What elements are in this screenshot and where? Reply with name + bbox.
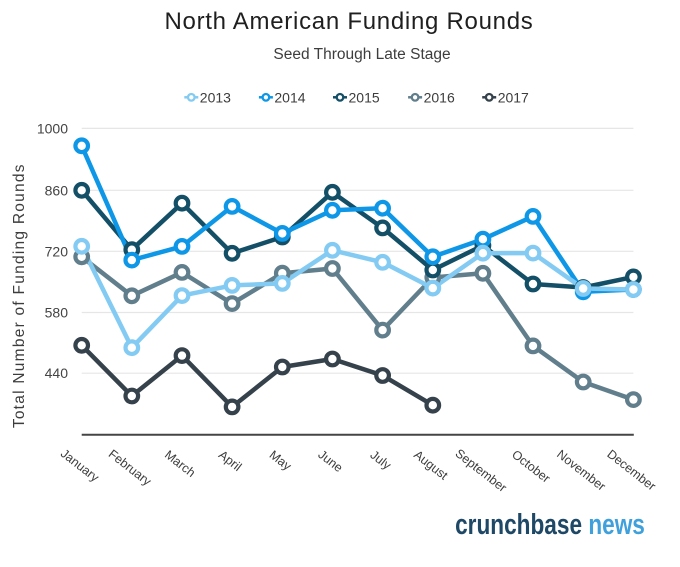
svg-text:February: February [106,447,155,489]
svg-text:January: January [58,446,102,485]
svg-text:Seed Through Late Stage: Seed Through Late Stage [273,46,450,63]
svg-text:720: 720 [45,243,69,259]
svg-text:December: December [604,447,658,494]
svg-text:June: June [315,447,345,475]
svg-text:July: July [368,448,395,473]
svg-text:August: August [411,448,451,483]
svg-text:September: September [452,446,509,495]
svg-text:2014: 2014 [274,89,305,105]
svg-text:2017: 2017 [498,89,529,105]
svg-text:October: October [509,447,553,485]
svg-text:November: November [554,447,608,494]
svg-text:440: 440 [45,365,69,381]
svg-text:580: 580 [45,305,69,321]
svg-text:Total Number of Funding Rounds: Total Number of Funding Rounds [11,163,28,428]
svg-text:860: 860 [45,182,69,198]
svg-text:2015: 2015 [349,89,380,105]
svg-text:April: April [216,448,244,474]
svg-text:crunchbase news: crunchbase news [455,507,645,540]
svg-text:May: May [267,448,295,474]
svg-text:North American Funding Rounds: North American Funding Rounds [164,8,533,35]
svg-text:1000: 1000 [37,120,68,136]
svg-text:2016: 2016 [424,89,455,105]
svg-text:2013: 2013 [200,89,231,105]
svg-text:March: March [162,448,198,480]
